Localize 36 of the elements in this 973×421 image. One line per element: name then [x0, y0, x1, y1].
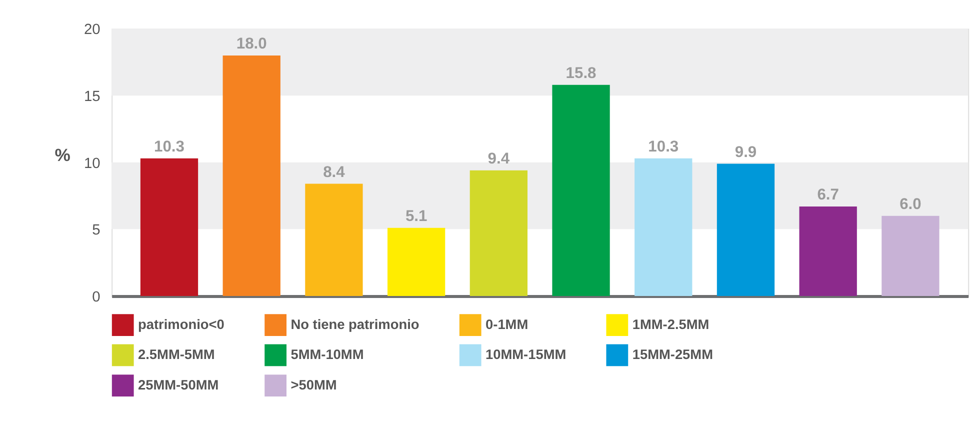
y-tick-label: 20 [84, 22, 100, 38]
data-label: 9.9 [734, 144, 757, 161]
data-label: 15.8 [566, 65, 597, 82]
bar [140, 158, 198, 296]
data-label: 6.0 [900, 196, 922, 213]
legend-label: 10MM-15MM [486, 347, 566, 362]
y-axis-title: % [54, 144, 71, 165]
data-label: 18.0 [236, 36, 268, 53]
data-label: 9.4 [488, 150, 510, 168]
bar [305, 184, 363, 296]
data-label: 5.1 [405, 208, 428, 225]
legend-label: No tiene patrimonio [290, 316, 420, 332]
data-label: 8.4 [323, 164, 346, 181]
legend-label: 0-1MM [486, 316, 528, 332]
y-tick-label: 5 [92, 222, 100, 239]
legend-label: 15MM-25MM [632, 347, 713, 362]
y-tick-label: 15 [84, 88, 100, 105]
y-tick-label: 0 [92, 289, 100, 306]
bar [387, 228, 446, 296]
data-label: 10.3 [648, 138, 679, 156]
bar [470, 170, 528, 296]
legend-label: 1MM-2.5MM [632, 316, 710, 332]
bar [799, 206, 857, 296]
y-tick-label: 10 [84, 156, 100, 172]
bar [222, 55, 280, 296]
legend-label: patrimonio<0 [138, 316, 225, 332]
legend-label: 2.5MM-5MM [138, 347, 215, 362]
bar [882, 216, 940, 296]
bar [716, 164, 775, 296]
legend-label: 25MM-50MM [138, 377, 219, 392]
bar [634, 158, 692, 296]
data-label: 10.3 [154, 138, 185, 156]
bar [552, 84, 610, 296]
data-label: 6.7 [817, 186, 840, 204]
legend-label: 5MM-10MM [290, 347, 364, 362]
legend-label: >50MM [290, 377, 337, 392]
